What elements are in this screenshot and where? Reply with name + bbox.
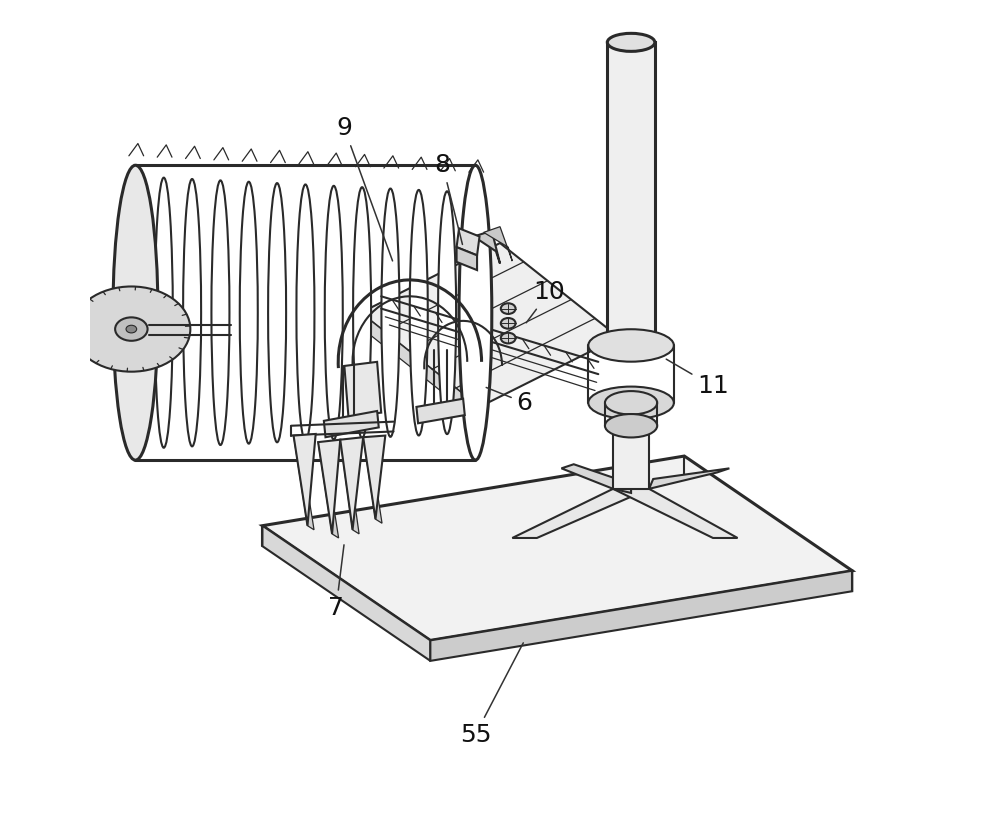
Polygon shape <box>607 43 655 345</box>
Polygon shape <box>457 247 477 270</box>
Polygon shape <box>344 362 381 417</box>
Polygon shape <box>262 456 852 640</box>
Ellipse shape <box>126 326 137 333</box>
Text: 7: 7 <box>328 545 344 620</box>
Polygon shape <box>262 526 430 661</box>
Polygon shape <box>361 312 480 422</box>
Ellipse shape <box>459 165 492 460</box>
Ellipse shape <box>588 330 674 362</box>
Polygon shape <box>474 231 500 264</box>
Ellipse shape <box>501 333 516 344</box>
Text: 9: 9 <box>336 117 393 261</box>
Text: 11: 11 <box>666 359 729 399</box>
Ellipse shape <box>605 414 657 437</box>
Polygon shape <box>318 442 339 538</box>
Polygon shape <box>430 570 852 661</box>
Polygon shape <box>561 464 617 489</box>
Ellipse shape <box>325 186 343 440</box>
Ellipse shape <box>115 317 148 341</box>
Polygon shape <box>649 469 729 489</box>
Polygon shape <box>294 434 316 526</box>
Polygon shape <box>318 440 340 533</box>
Ellipse shape <box>605 391 657 414</box>
Ellipse shape <box>381 188 399 436</box>
Polygon shape <box>324 411 379 437</box>
Ellipse shape <box>183 179 201 446</box>
Polygon shape <box>416 399 465 423</box>
Polygon shape <box>484 227 512 261</box>
Polygon shape <box>613 426 649 489</box>
Ellipse shape <box>501 303 516 314</box>
Text: 10: 10 <box>526 280 565 323</box>
Polygon shape <box>340 440 359 533</box>
Ellipse shape <box>155 178 173 448</box>
Ellipse shape <box>126 176 144 449</box>
Ellipse shape <box>211 180 229 445</box>
Ellipse shape <box>410 190 428 436</box>
Ellipse shape <box>72 287 190 372</box>
Polygon shape <box>613 426 631 493</box>
Polygon shape <box>363 437 382 524</box>
Ellipse shape <box>113 165 158 460</box>
Polygon shape <box>340 437 363 530</box>
Ellipse shape <box>353 187 371 438</box>
Ellipse shape <box>466 192 484 432</box>
Text: 6: 6 <box>486 387 533 415</box>
Ellipse shape <box>501 318 516 329</box>
Polygon shape <box>457 229 480 256</box>
Ellipse shape <box>588 386 674 419</box>
Polygon shape <box>294 436 314 530</box>
Text: 55: 55 <box>460 643 523 746</box>
Polygon shape <box>512 489 649 538</box>
Polygon shape <box>613 489 738 538</box>
Ellipse shape <box>240 182 258 444</box>
Ellipse shape <box>438 192 456 434</box>
Polygon shape <box>363 436 385 520</box>
Ellipse shape <box>268 183 286 442</box>
Polygon shape <box>361 243 619 407</box>
Text: 8: 8 <box>435 153 462 244</box>
Ellipse shape <box>607 34 655 51</box>
Ellipse shape <box>296 184 314 441</box>
